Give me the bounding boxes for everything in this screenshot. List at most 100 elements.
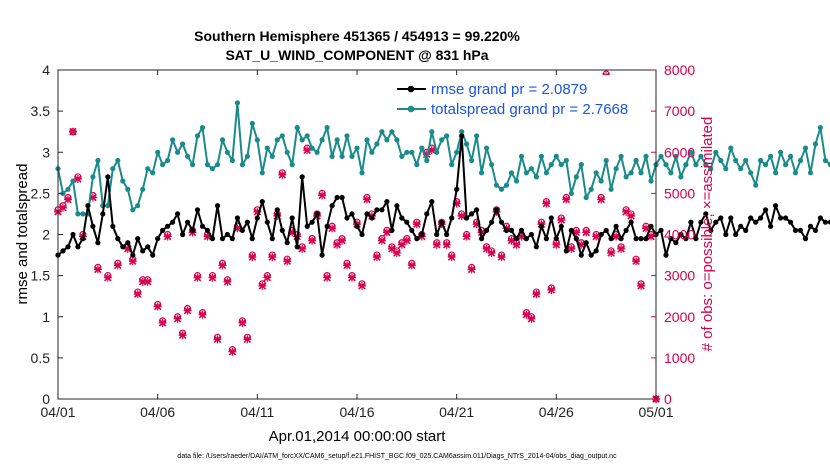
rmse-point	[773, 203, 779, 209]
rmse-point	[244, 219, 250, 225]
rmse-point	[563, 248, 569, 254]
obs-assimilated-point	[338, 236, 347, 245]
totalspread-point	[199, 125, 206, 131]
totalspread-point	[329, 153, 335, 159]
totalspread-point	[563, 157, 569, 164]
obs-assimilated-point	[208, 273, 217, 282]
totalspread-point	[135, 203, 141, 209]
obs-assimilated-point	[512, 240, 521, 249]
y-right-tick-label: 1000	[664, 350, 695, 366]
obs-assimilated-point	[432, 240, 441, 249]
totalspread-point	[314, 149, 320, 155]
totalspread-point	[822, 157, 829, 164]
totalspread-point	[733, 157, 739, 164]
totalspread-point	[778, 149, 784, 155]
obs-assimilated-point	[612, 232, 621, 241]
rmse-point	[628, 219, 634, 225]
y-tick-label: 4	[42, 62, 50, 78]
rmse-point	[578, 252, 584, 258]
rmse-point	[523, 236, 530, 242]
totalspread-point	[693, 162, 699, 168]
totalspread-point	[115, 157, 121, 164]
totalspread-point	[140, 186, 146, 192]
totalspread-point	[170, 137, 176, 143]
y-tick-label: 2	[42, 227, 50, 243]
totalspread-point	[663, 162, 669, 168]
totalspread-point	[429, 129, 435, 135]
y-tick-label: 1	[42, 309, 50, 325]
data-file-footer: data file: /Users/raeder/DAI/ATM_forcXX/…	[177, 453, 617, 460]
y-right-tick-label: 2000	[664, 309, 695, 325]
totalspread-point	[498, 186, 505, 192]
rmse-point	[792, 227, 799, 233]
totalspread-point	[339, 153, 345, 159]
totalspread-point	[633, 157, 639, 164]
totalspread-point	[194, 133, 201, 139]
rmse-point	[807, 223, 814, 229]
totalspread-point	[683, 162, 689, 168]
legend: rmse grand pr = 2.0879 totalspread grand…	[392, 75, 628, 120]
rmse-point	[110, 223, 116, 229]
totalspread-point	[419, 145, 425, 151]
totalspread-point	[788, 153, 794, 159]
legend-box	[392, 75, 618, 120]
totalspread-point	[344, 133, 350, 139]
rmse-point	[90, 223, 96, 229]
totalspread-point	[598, 178, 604, 184]
obs-assimilated-point	[258, 281, 267, 290]
rmse-point	[503, 227, 510, 233]
obs-assimilated-point	[113, 261, 122, 270]
rmse-point	[190, 227, 196, 233]
obs-assimilated-point	[278, 170, 287, 179]
rmse-point	[688, 219, 694, 225]
rmse-point	[404, 219, 410, 225]
totalspread-point	[503, 182, 510, 188]
rmse-point	[459, 133, 465, 139]
totalspread-point	[284, 149, 290, 155]
chart-title-line2: SAT_U_WIND_COMPONENT @ 831 hPa	[225, 47, 488, 63]
legend-rmse-label: rmse grand pr = 2.0879	[431, 81, 587, 98]
rmse-point	[469, 211, 475, 217]
totalspread-point	[224, 149, 230, 155]
obs-assimilated-point	[153, 302, 162, 311]
totalspread-point	[489, 162, 495, 168]
totalspread-point	[379, 129, 385, 135]
totalspread-point	[70, 178, 76, 184]
rmse-point	[80, 236, 86, 242]
obs-assimilated-point	[372, 253, 381, 262]
rmse-point	[369, 215, 375, 221]
rmse-point	[145, 244, 151, 250]
rmse-point	[170, 219, 176, 225]
rmse-point	[364, 211, 370, 217]
y-right-tick-label: 3000	[664, 268, 695, 284]
y-right-tick-label: 4000	[664, 227, 695, 243]
obs-assimilated-point	[68, 127, 77, 136]
rmse-point	[538, 223, 545, 229]
rmse-point	[419, 231, 425, 238]
rmse-point	[160, 227, 166, 233]
totalspread-point	[658, 153, 664, 159]
obs-assimilated-point	[402, 236, 411, 245]
rmse-point	[658, 227, 664, 233]
totalspread-point	[708, 166, 714, 172]
totalspread-point	[508, 170, 515, 176]
rmse-point	[673, 240, 679, 246]
rmse-point	[329, 203, 335, 209]
obs-assimilated-point	[617, 244, 626, 253]
rmse-point	[155, 236, 161, 242]
totalspread-point	[648, 178, 654, 184]
totalspread-point	[513, 178, 520, 184]
totalspread-point	[95, 157, 101, 164]
x-tick-label: 04/16	[339, 404, 374, 420]
obs-assimilated-point	[362, 195, 371, 204]
totalspread-point	[204, 162, 211, 168]
totalspread-point	[229, 157, 235, 164]
totalspread-point	[249, 120, 255, 127]
obs-assimilated-point	[467, 265, 476, 274]
rmse-point	[753, 219, 759, 225]
obs-assimilated-point	[457, 211, 466, 220]
rmse-point	[558, 223, 564, 229]
rmse-point	[70, 231, 76, 238]
rmse-point	[693, 236, 699, 242]
totalspread-point	[479, 170, 485, 176]
